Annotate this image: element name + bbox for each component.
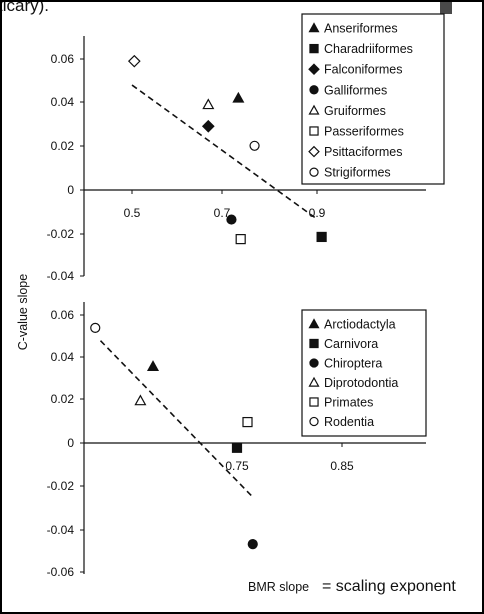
point-falconiformes: [201, 119, 215, 133]
legend-label-carnivora: Carnivora: [324, 337, 378, 351]
legend-label-primates: Primates: [324, 396, 373, 410]
top-legend-box: [301, 13, 445, 185]
bottom-y-tick-label: -0.04: [47, 523, 75, 537]
top-y-tick-label: 0.06: [51, 52, 75, 66]
legend-label-falconiformes: Falconiformes: [324, 63, 403, 77]
bottom-legend-box: [301, 309, 427, 437]
legend-marker-passeriformes: [309, 126, 319, 136]
legend-label-chiroptera: Chiroptera: [324, 357, 382, 371]
bottom-y-tick-label: 0.06: [51, 308, 75, 322]
point-anseriformes: [232, 91, 245, 103]
point-psittaciformes: [127, 54, 141, 68]
legend-marker-primates: [309, 397, 319, 407]
point-carnivora: [231, 442, 243, 453]
x-axis-title: BMR slope: [248, 580, 309, 594]
bottom-x-tick-label: 0.75: [225, 459, 249, 473]
top-y-tick-label: -0.02: [47, 227, 75, 241]
bottom-y-tick-label: -0.06: [47, 565, 75, 579]
point-diprotodontia: [134, 394, 147, 406]
bottom-trendline: [99, 340, 254, 498]
legend-marker-arctiodactyla: [308, 318, 320, 329]
legend-marker-chiroptera: [309, 358, 319, 368]
legend-marker-anseriformes: [308, 22, 320, 33]
corner-mark: [440, 2, 452, 14]
bottom-y-tick-label: 0.02: [51, 392, 75, 406]
legend-marker-gruiformes: [308, 104, 320, 115]
legend-marker-galliformes: [309, 85, 319, 95]
legend-marker-diprotodontia: [308, 376, 320, 387]
legend-label-diprotodontia: Diprotodontia: [324, 376, 398, 390]
point-strigiformes: [249, 140, 260, 151]
legend-label-arctiodactyla: Arctiodactyla: [324, 318, 396, 332]
bottom-plot-panel: 0.06 0.04 0.02 0 -0.02 -0.04 -0.06 0.75 0.85 Arct…: [47, 302, 427, 579]
top-plot-panel: 0.06 0.04 0.02 0 -0.02 -0.04 0.5 0.7 0.9 Anserifo…: [47, 13, 445, 283]
point-primates: [242, 416, 253, 428]
point-chiroptera: [247, 539, 258, 550]
top-trendline: [131, 84, 316, 219]
header-fragment: ticary).: [2, 2, 49, 15]
point-charadriiformes: [316, 231, 327, 243]
legend-label-galliformes: Galliformes: [324, 83, 387, 97]
legend-label-anseriformes: Anseriformes: [324, 22, 398, 36]
legend-marker-falconiformes: [308, 63, 320, 75]
legend-marker-psittaciformes: [308, 145, 320, 158]
bottom-y-tick-label: 0: [67, 436, 74, 450]
legend-marker-rodentia: [309, 416, 319, 427]
caption-text: = scaling exponent: [322, 578, 456, 595]
top-y-tick-label: 0.04: [51, 95, 75, 109]
legend-label-charadriiformes: Charadriiformes: [324, 42, 413, 56]
point-passeriformes: [235, 234, 246, 245]
top-y-tick-label: 0.02: [51, 139, 75, 153]
bottom-x-tick-label: 0.85: [330, 459, 354, 473]
legend-marker-charadriiformes: [309, 43, 319, 54]
legend-marker-strigiformes: [309, 167, 319, 177]
legend-label-passeriformes: Passeriformes: [324, 125, 404, 139]
top-x-tick-label: 0.9: [309, 206, 326, 220]
top-x-tick-label: 0.5: [124, 206, 141, 220]
legend-label-rodentia: Rodentia: [324, 415, 374, 429]
legend-label-gruiformes: Gruiformes: [324, 104, 386, 118]
point-galliformes: [226, 214, 237, 225]
point-arctiodactyla: [146, 360, 160, 371]
legend-label-psittaciformes: Psittaciformes: [324, 145, 403, 159]
top-x-tick-label: 0.7: [214, 206, 231, 220]
point-gruiformes: [202, 98, 215, 110]
bottom-y-tick-label: 0.04: [51, 350, 75, 364]
legend-marker-carnivora: [309, 338, 319, 349]
point-rodentia: [90, 322, 101, 333]
legend-label-strigiformes: Strigiformes: [324, 166, 391, 180]
top-y-tick-label: -0.04: [47, 269, 75, 283]
y-axis-title: C-value slope: [16, 274, 30, 350]
bottom-y-tick-label: -0.02: [47, 479, 75, 493]
top-y-tick-label: 0: [67, 183, 74, 197]
